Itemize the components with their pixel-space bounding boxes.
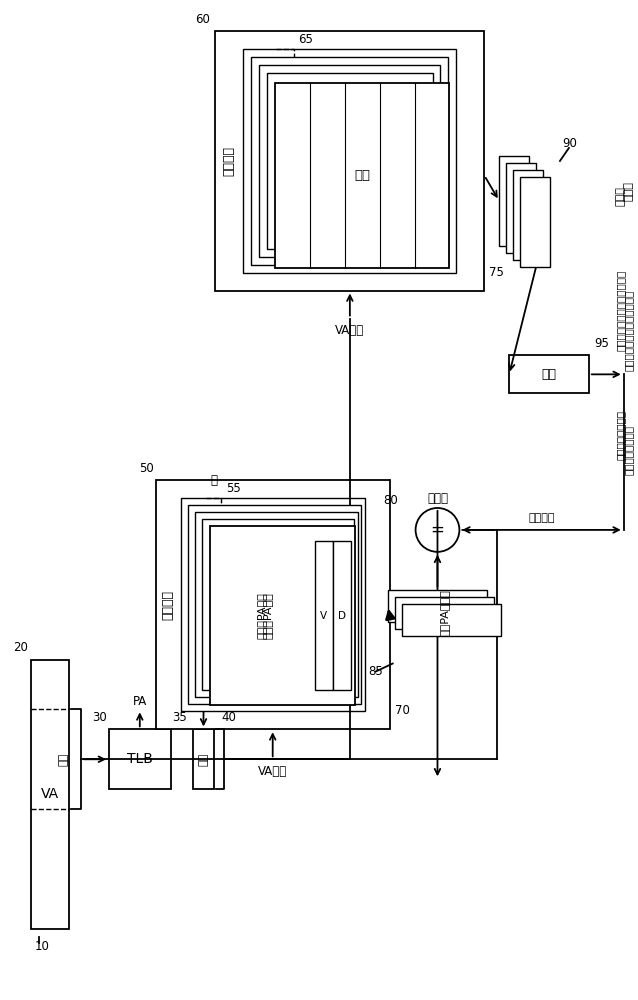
Text: 90: 90 [562, 137, 577, 150]
Bar [195, 512, 358, 697]
Bar [181, 498, 365, 711]
Text: （使用偏移位来选择缓存行中: （使用偏移位来选择缓存行中 [616, 270, 626, 351]
Text: 80: 80 [383, 494, 397, 507]
Bar [188, 505, 361, 704]
Text: 50: 50 [139, 462, 154, 475]
Bar [388, 590, 487, 622]
Text: 如果命中: 如果命中 [528, 513, 555, 523]
Text: PA: PA [133, 695, 147, 708]
Text: 标签PA（位）: 标签PA（位） [440, 589, 449, 636]
Bar [267, 73, 433, 249]
Text: VA索引: VA索引 [258, 765, 287, 778]
Text: 85: 85 [368, 665, 383, 678]
Bar [202, 519, 354, 690]
Bar [520, 177, 550, 267]
Bar [193, 729, 214, 789]
Text: 60: 60 [196, 13, 211, 26]
Bar [333, 541, 351, 690]
Text: 标签阵列: 标签阵列 [161, 590, 174, 620]
Bar [251, 57, 449, 265]
Text: 40: 40 [221, 711, 236, 724]
Text: TLB: TLB [127, 752, 152, 766]
Text: =: = [431, 521, 445, 539]
Text: 标签（PA位）: 标签（PA位） [263, 592, 272, 639]
Text: 75: 75 [489, 266, 504, 279]
Text: 选择: 选择 [542, 368, 556, 381]
Text: 10: 10 [34, 940, 49, 953]
Bar [259, 65, 440, 257]
Text: V: V [320, 611, 327, 621]
Bar [402, 604, 501, 636]
Text: 索引: 索引 [58, 753, 68, 766]
Text: 70: 70 [395, 704, 410, 717]
Bar [216, 31, 484, 291]
Text: 20: 20 [13, 641, 28, 654]
Bar [275, 83, 449, 268]
Text: 标签: 标签 [198, 753, 209, 766]
Text: 55: 55 [226, 482, 241, 495]
Bar [31, 660, 69, 929]
Bar [156, 480, 390, 729]
Text: 95: 95 [594, 337, 609, 350]
Bar [211, 526, 355, 705]
Bar [395, 597, 494, 629]
Bar [513, 170, 543, 260]
Text: VA: VA [41, 787, 59, 801]
Bar [243, 49, 456, 273]
Text: 数据値: 数据値 [624, 181, 634, 201]
Text: 数据: 数据 [354, 169, 370, 182]
Text: 感兴趣的数据値）: 感兴趣的数据値） [616, 410, 626, 460]
Text: 感兴趣的数据値）: 感兴趣的数据値） [624, 425, 634, 475]
Text: 数据阵列: 数据阵列 [222, 146, 235, 176]
Bar [499, 156, 529, 246]
Text: 65: 65 [298, 33, 313, 46]
Bar [315, 541, 333, 690]
Text: 30: 30 [92, 711, 107, 724]
Bar [509, 355, 589, 393]
Text: 标签（PA位）: 标签（PA位） [256, 592, 267, 639]
Text: （使用偏移位来选择缓存行中: （使用偏移位来选择缓存行中 [624, 290, 634, 371]
Text: 35: 35 [172, 711, 186, 724]
Bar [109, 729, 170, 789]
Text: VA索引: VA索引 [335, 324, 364, 337]
Text: 组: 组 [211, 474, 218, 487]
Text: 命中？: 命中？ [427, 492, 448, 505]
Text: D: D [338, 611, 346, 621]
Text: 数据値: 数据値 [616, 186, 626, 206]
Bar [506, 163, 536, 253]
